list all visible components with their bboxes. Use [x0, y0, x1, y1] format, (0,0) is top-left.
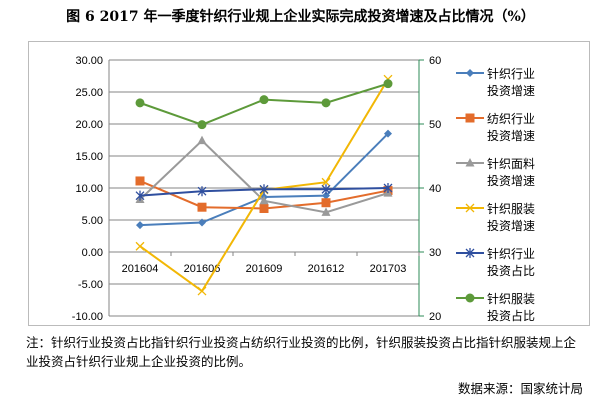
- legend-marker: [465, 203, 475, 213]
- star-marker: [135, 190, 145, 201]
- left-tick-label: -10.00: [72, 311, 103, 323]
- legend-label: 投资增速: [487, 218, 535, 233]
- x-marker: [465, 203, 475, 213]
- circle-marker: [197, 120, 207, 130]
- circle-marker: [135, 98, 145, 108]
- diamond-marker: [466, 69, 474, 77]
- star-marker: [197, 186, 207, 197]
- legend-label: 投资占比: [487, 308, 535, 323]
- data-source: 数据来源：国家统计局: [457, 381, 583, 396]
- data-point: [197, 286, 207, 296]
- data-point: [198, 218, 206, 227]
- data-point: [259, 195, 269, 205]
- data-point: [135, 241, 145, 251]
- left-tick-label: 20.00: [75, 119, 103, 131]
- legend-label: 针织服装: [487, 291, 535, 306]
- data-point: [135, 176, 145, 186]
- data-point: [135, 98, 145, 108]
- chart-area: 30.00 25.00 20.00 15.00 10.00 5.00 0.00 -5.00 -1…: [28, 41, 590, 326]
- data-point: [135, 190, 145, 201]
- chart-title: 图 6 2017 年一季度针织行业规上企业实际完成投资增速及占比情况（%）: [66, 9, 535, 25]
- legend-label: 投资增速: [487, 83, 535, 98]
- left-tick-label: 10.00: [75, 183, 103, 195]
- left-tick-label: -5.00: [78, 279, 103, 291]
- data-point: [321, 184, 331, 195]
- data-point: [259, 95, 269, 105]
- legend-label: 投资占比: [487, 263, 535, 278]
- data-point: [259, 184, 269, 195]
- left-tick-label: 25.00: [75, 87, 103, 99]
- right-tick-label: 60: [429, 55, 441, 67]
- left-tick-label: 30.00: [75, 55, 103, 67]
- diamond-marker: [322, 191, 330, 200]
- legend-label: 投资增速: [487, 173, 535, 188]
- right-tick-label: 30: [429, 247, 441, 259]
- legend-label: 针织行业: [487, 246, 535, 261]
- data-point: [321, 177, 331, 187]
- diamond-marker: [136, 221, 144, 230]
- legend-marker: [465, 248, 475, 258]
- right-tick-label: 20: [429, 311, 441, 323]
- x-tick-label: 201609: [246, 263, 283, 275]
- footnote: 注：针织行业投资占比指针织行业投资占纺织行业投资的比例，针织服装投资占比指针织服…: [26, 335, 577, 369]
- data-point: [197, 186, 207, 197]
- square-marker: [197, 202, 207, 212]
- circle-marker: [321, 98, 331, 108]
- right-tick-label: 40: [429, 183, 441, 195]
- legend-marker: [465, 293, 475, 303]
- legend-label: 针织面料: [487, 156, 535, 171]
- legend-label: 针织服装: [487, 201, 535, 216]
- circle-marker: [383, 79, 393, 89]
- data-point: [384, 129, 392, 138]
- star-marker: [259, 184, 269, 195]
- legend-marker: [465, 158, 475, 167]
- star-marker: [383, 183, 393, 193]
- data-point: [197, 135, 207, 145]
- square-marker: [465, 113, 475, 123]
- data-point: [321, 198, 331, 208]
- data-point: [322, 191, 330, 200]
- triangle-marker: [197, 135, 207, 145]
- legend-marker: [465, 113, 475, 123]
- legend-label: 纺织行业: [487, 112, 535, 126]
- data-point: [136, 221, 144, 230]
- left-tick-label: 0.00: [82, 247, 103, 259]
- left-tick-label: 15.00: [75, 151, 103, 163]
- data-point: [197, 202, 207, 212]
- triangle-marker: [259, 195, 269, 205]
- right-tick-label: 50: [429, 119, 441, 131]
- diamond-marker: [198, 218, 206, 227]
- data-point: [259, 203, 269, 213]
- x-tick-label: 201612: [308, 263, 345, 275]
- x-marker: [135, 241, 145, 251]
- data-point: [383, 79, 393, 89]
- legend-label: 投资增速: [487, 128, 535, 143]
- diamond-marker: [384, 129, 392, 138]
- x-tick-label: 201606: [184, 263, 221, 275]
- line-chart: 30.00 25.00 20.00 15.00 10.00 5.00 0.00 -5.00 -1…: [72, 55, 535, 323]
- star-marker: [465, 248, 475, 258]
- legend-marker: [466, 69, 474, 77]
- circle-marker: [465, 293, 475, 303]
- legend-label: 针织行业: [487, 66, 535, 81]
- data-point: [383, 183, 393, 193]
- x-marker: [321, 177, 331, 187]
- triangle-marker: [321, 207, 331, 216]
- x-tick-label: 201604: [122, 263, 159, 275]
- data-point: [321, 98, 331, 108]
- x-marker: [197, 286, 207, 296]
- data-point: [321, 207, 331, 216]
- left-tick-label: 5.00: [82, 215, 103, 227]
- data-point: [197, 120, 207, 130]
- star-marker: [321, 184, 331, 195]
- triangle-marker: [465, 158, 475, 167]
- circle-marker: [259, 95, 269, 105]
- square-marker: [135, 176, 145, 186]
- square-marker: [259, 203, 269, 213]
- x-tick-label: 201703: [370, 263, 407, 275]
- square-marker: [321, 198, 331, 208]
